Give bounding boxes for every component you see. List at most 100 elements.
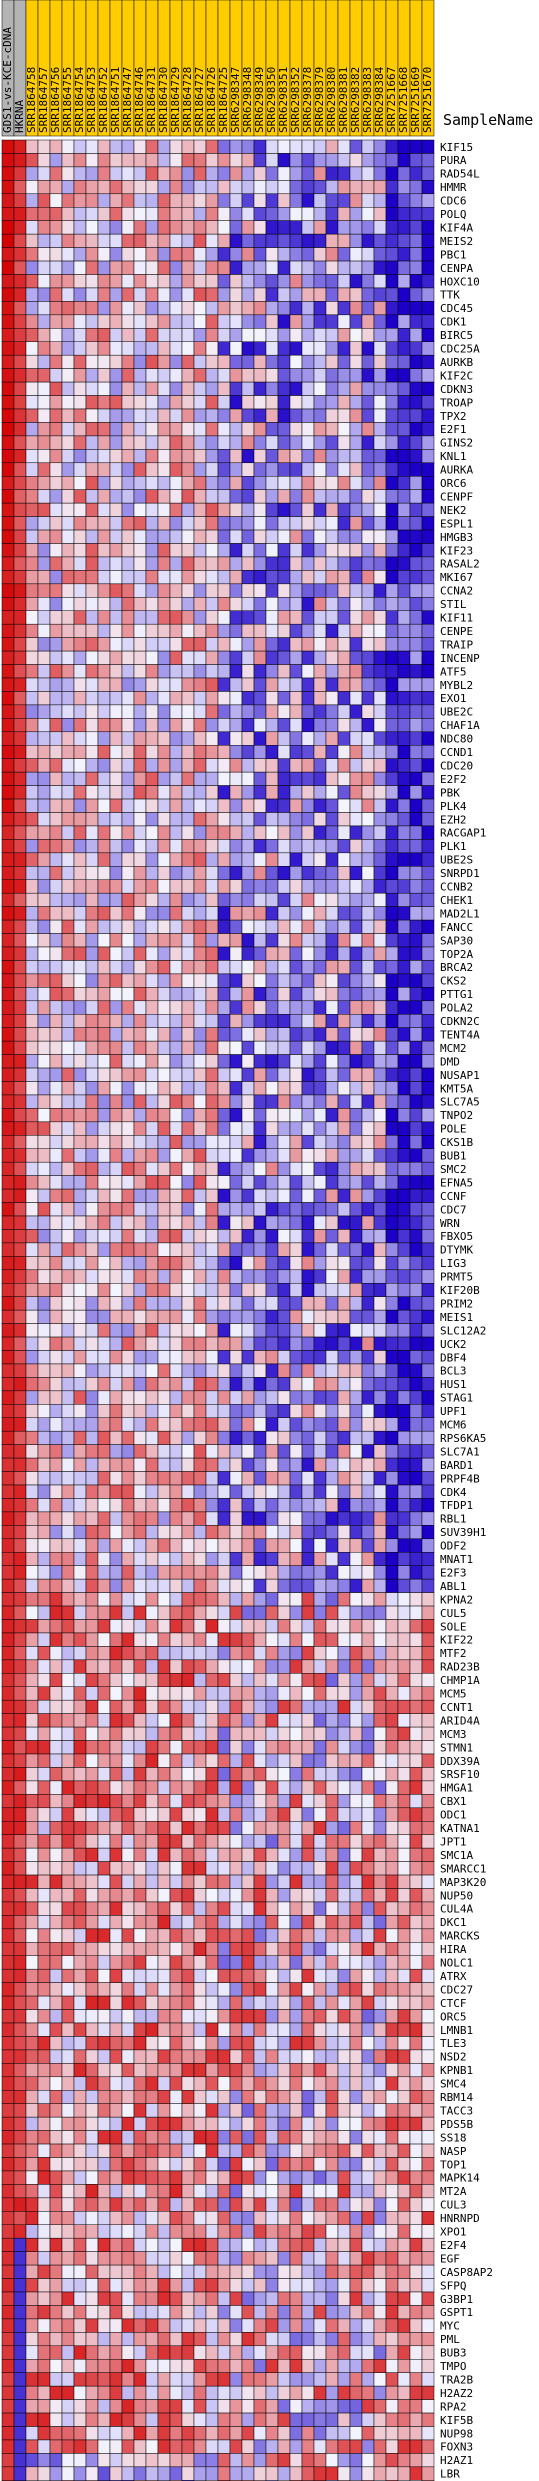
heatmap-cell — [313, 879, 327, 894]
heatmap-cell — [13, 1121, 27, 1136]
heatmap-cell — [73, 1807, 87, 1822]
heatmap-cell — [133, 987, 147, 1002]
heatmap-cell — [385, 1901, 399, 1916]
heatmap-cell — [373, 1740, 387, 1755]
heatmap-cell — [361, 1417, 375, 1432]
heatmap-cell — [25, 1390, 39, 1405]
heatmap-cell — [169, 597, 183, 611]
heatmap-cell — [301, 960, 315, 975]
heatmap-cell — [181, 1578, 195, 1593]
heatmap-cell — [217, 1699, 231, 1714]
heatmap-cell — [217, 314, 231, 329]
heatmap-cell — [181, 556, 195, 571]
heatmap-cell — [217, 852, 231, 867]
heatmap-cell — [97, 623, 111, 638]
heatmap-cell — [121, 1861, 135, 1876]
heatmap-cell — [109, 691, 123, 706]
heatmap-cell — [409, 1874, 423, 1889]
heatmap-cell — [85, 1565, 99, 1580]
heatmap-cell — [193, 247, 207, 262]
heatmap-cell — [133, 664, 147, 679]
heatmap-cell — [229, 583, 243, 598]
heatmap-cell — [37, 1242, 51, 1257]
heatmap-cell — [385, 556, 399, 571]
heatmap-cell — [13, 1108, 27, 1123]
heatmap-cell — [157, 1592, 171, 1607]
heatmap-cell — [325, 368, 339, 383]
heatmap-cell — [73, 1968, 87, 1983]
heatmap-cell — [121, 1901, 135, 1916]
heatmap-cell — [409, 637, 423, 652]
heatmap-cell — [1, 839, 15, 854]
heatmap-cell — [241, 408, 255, 423]
heatmap-cell — [73, 1350, 87, 1365]
heatmap-cell — [385, 1309, 399, 1324]
heatmap-cell — [373, 1135, 387, 1150]
heatmap-cell — [169, 1565, 183, 1580]
heatmap-cell — [205, 1404, 219, 1419]
heatmap-cell — [253, 1686, 267, 1701]
heatmap-cell — [1, 180, 15, 195]
heatmap-cell — [85, 597, 99, 611]
heatmap-cell — [349, 368, 363, 383]
heatmap-cell — [265, 745, 279, 759]
heatmap-cell — [277, 381, 291, 396]
heatmap-cell — [265, 973, 279, 988]
heatmap-cell — [277, 207, 291, 221]
heatmap-cell — [313, 556, 327, 571]
heatmap-cell — [277, 1713, 291, 1728]
heatmap-cell — [385, 825, 399, 840]
heatmap-cell — [205, 341, 219, 356]
heatmap-cell — [265, 1135, 279, 1150]
heatmap-cell — [241, 1578, 255, 1593]
heatmap-cell — [337, 1821, 351, 1835]
heatmap-cell — [109, 381, 123, 396]
heatmap-cell — [265, 892, 279, 907]
heatmap-cell — [193, 1121, 207, 1136]
heatmap-cell — [373, 1525, 387, 1540]
heatmap-cell — [145, 1296, 159, 1311]
heatmap-cell — [109, 489, 123, 504]
heatmap-cell — [289, 987, 303, 1002]
heatmap-cell — [349, 1014, 363, 1028]
heatmap-cell — [1, 556, 15, 571]
heatmap-cell — [193, 1699, 207, 1714]
heatmap-cell — [349, 220, 363, 235]
heatmap-cell — [193, 1632, 207, 1647]
heatmap-cell — [397, 1027, 411, 1042]
heatmap-cell — [25, 866, 39, 880]
heatmap-cell — [37, 1430, 51, 1445]
heatmap-cell — [157, 449, 171, 464]
heatmap-cell — [217, 1377, 231, 1392]
heatmap-cell — [97, 476, 111, 490]
heatmap-cell — [121, 1121, 135, 1136]
heatmap-cell — [241, 1538, 255, 1553]
heatmap-cell — [289, 1336, 303, 1351]
heatmap-cell — [133, 1484, 147, 1499]
heatmap-cell — [241, 1605, 255, 1620]
heatmap-cell — [277, 341, 291, 356]
heatmap-cell — [109, 341, 123, 356]
heatmap-cell — [361, 166, 375, 181]
heatmap-cell — [1, 664, 15, 679]
heatmap-cell — [325, 610, 339, 625]
heatmap-cell — [205, 1525, 219, 1540]
heatmap-cell — [25, 180, 39, 195]
heatmap-cell — [349, 1847, 363, 1862]
heatmap-cell — [421, 852, 435, 867]
heatmap-cell — [145, 1525, 159, 1540]
heatmap-cell — [97, 771, 111, 786]
heatmap-cell — [421, 1390, 435, 1405]
heatmap-cell — [289, 1552, 303, 1566]
heatmap-cell — [361, 1821, 375, 1835]
heatmap-cell — [109, 1821, 123, 1835]
heatmap-cell — [73, 247, 87, 262]
heatmap-cell — [97, 610, 111, 625]
heatmap-cell — [121, 691, 135, 706]
heatmap-cell — [49, 1753, 63, 1768]
heatmap-cell — [265, 1565, 279, 1580]
heatmap-cell — [133, 529, 147, 544]
heatmap-cell — [181, 583, 195, 598]
heatmap-cell — [1, 1646, 15, 1661]
heatmap-cell — [277, 408, 291, 423]
